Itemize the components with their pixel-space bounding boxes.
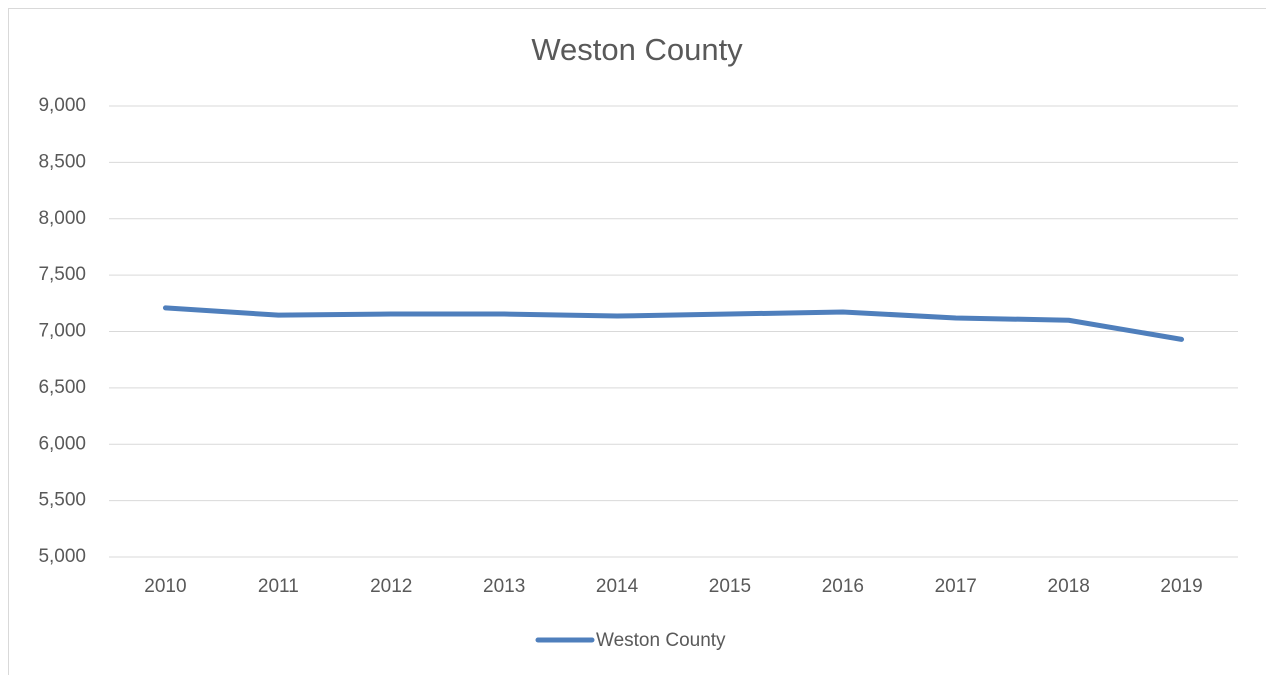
y-tick-label: 8,000 [38,208,86,229]
y-tick-label: 7,500 [38,264,86,285]
x-tick-label: 2018 [1048,576,1090,597]
x-tick-label: 2016 [822,576,864,597]
y-tick-label: 6,000 [38,433,86,454]
x-tick-label: 2014 [596,576,639,597]
y-tick-label: 6,500 [38,377,86,398]
y-tick-label: 5,000 [38,546,86,567]
x-tick-label: 2017 [935,576,977,597]
y-tick-label: 9,000 [38,95,86,116]
x-tick-label: 2019 [1160,576,1202,597]
x-tick-label: 2015 [709,576,751,597]
x-tick-label: 2011 [258,576,299,597]
x-tick-label: 2012 [370,576,412,597]
y-tick-label: 7,000 [38,321,86,342]
x-tick-label: 2010 [144,576,186,597]
legend-label: Weston County [596,630,726,651]
x-tick-label: 2013 [483,576,525,597]
y-tick-label: 5,500 [38,490,86,511]
y-tick-label: 8,500 [38,151,86,172]
chart-title: Weston County [531,32,743,67]
chart-frame [9,9,1266,676]
